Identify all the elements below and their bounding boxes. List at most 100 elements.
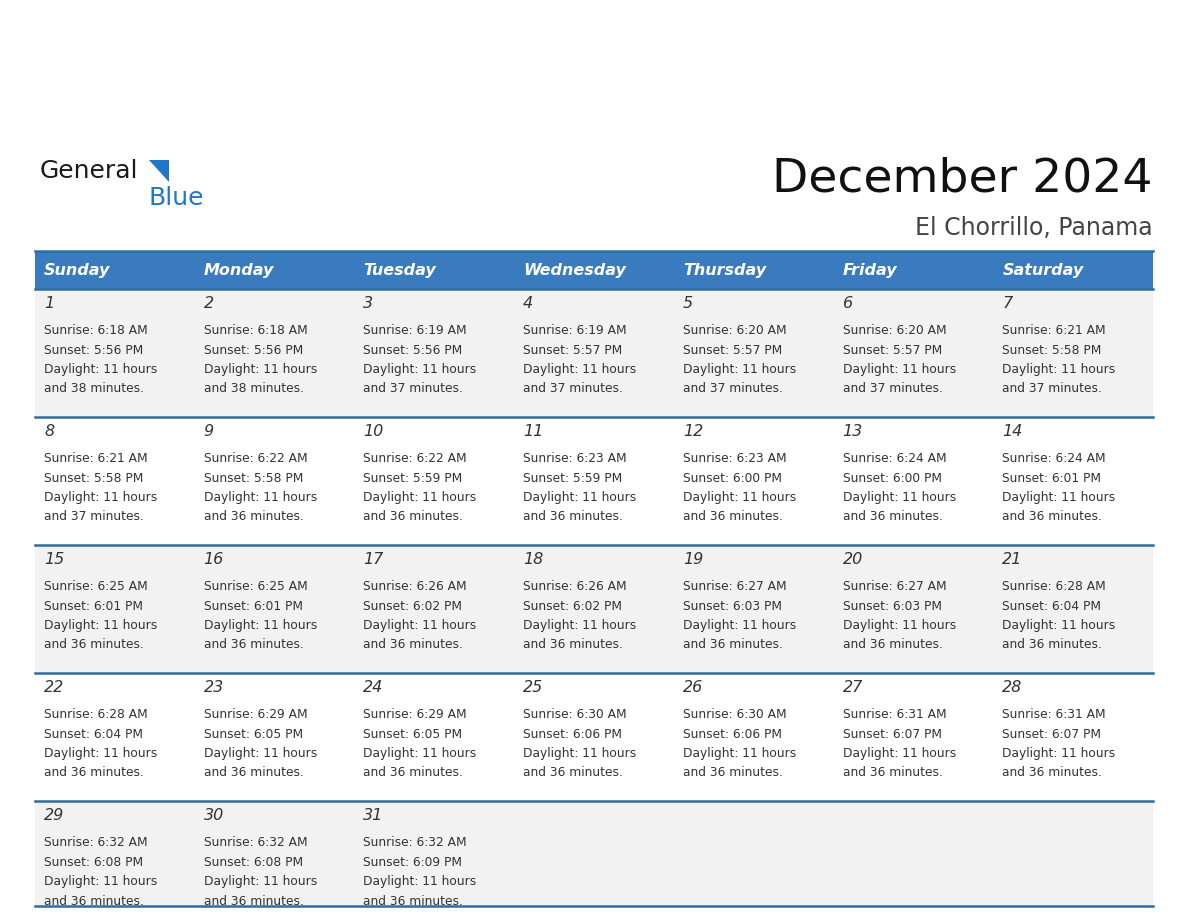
Text: Sunrise: 6:18 AM: Sunrise: 6:18 AM: [44, 324, 147, 337]
Bar: [34, 251, 195, 289]
Text: 27: 27: [842, 680, 862, 695]
Bar: [354, 545, 514, 673]
Bar: [834, 289, 993, 417]
Text: Sunrise: 6:20 AM: Sunrise: 6:20 AM: [842, 324, 946, 337]
Text: Wednesday: Wednesday: [523, 263, 626, 277]
Text: Daylight: 11 hours: Daylight: 11 hours: [44, 491, 157, 504]
Text: 28: 28: [1003, 680, 1023, 695]
Text: and 36 minutes.: and 36 minutes.: [523, 639, 623, 652]
Text: 25: 25: [523, 680, 543, 695]
Bar: [34, 673, 195, 801]
Text: 4: 4: [523, 296, 533, 311]
Text: Sunrise: 6:22 AM: Sunrise: 6:22 AM: [203, 452, 308, 465]
Text: Daylight: 11 hours: Daylight: 11 hours: [203, 619, 317, 632]
Text: Daylight: 11 hours: Daylight: 11 hours: [364, 619, 476, 632]
Text: Sunset: 5:58 PM: Sunset: 5:58 PM: [44, 472, 144, 485]
Text: and 36 minutes.: and 36 minutes.: [44, 894, 144, 908]
Polygon shape: [148, 160, 169, 182]
Text: 22: 22: [44, 680, 64, 695]
Text: Sunset: 5:56 PM: Sunset: 5:56 PM: [44, 343, 144, 356]
Text: and 36 minutes.: and 36 minutes.: [44, 639, 144, 652]
Text: Sunset: 5:59 PM: Sunset: 5:59 PM: [364, 472, 462, 485]
Text: Sunset: 5:57 PM: Sunset: 5:57 PM: [683, 343, 782, 356]
Text: and 38 minutes.: and 38 minutes.: [44, 383, 144, 396]
Bar: [993, 417, 1154, 545]
Bar: [674, 417, 834, 545]
Text: Sunrise: 6:31 AM: Sunrise: 6:31 AM: [1003, 708, 1106, 721]
Text: Sunrise: 6:26 AM: Sunrise: 6:26 AM: [364, 580, 467, 593]
Bar: [354, 801, 514, 906]
Text: and 36 minutes.: and 36 minutes.: [1003, 510, 1102, 523]
Text: Daylight: 11 hours: Daylight: 11 hours: [842, 747, 956, 760]
Text: 9: 9: [203, 424, 214, 439]
Bar: [834, 801, 993, 906]
Bar: [514, 417, 674, 545]
Text: and 36 minutes.: and 36 minutes.: [203, 767, 304, 779]
Text: Sunset: 5:57 PM: Sunset: 5:57 PM: [523, 343, 623, 356]
Text: Daylight: 11 hours: Daylight: 11 hours: [203, 363, 317, 376]
Bar: [674, 251, 834, 289]
Bar: [195, 417, 354, 545]
Bar: [993, 673, 1154, 801]
Text: Sunrise: 6:21 AM: Sunrise: 6:21 AM: [1003, 324, 1106, 337]
Text: Monday: Monday: [203, 263, 274, 277]
Text: Daylight: 11 hours: Daylight: 11 hours: [364, 363, 476, 376]
Text: Sunrise: 6:32 AM: Sunrise: 6:32 AM: [203, 836, 308, 849]
Text: Sunset: 6:03 PM: Sunset: 6:03 PM: [683, 599, 782, 612]
Bar: [354, 251, 514, 289]
Text: and 37 minutes.: and 37 minutes.: [842, 383, 942, 396]
Text: Sunset: 6:01 PM: Sunset: 6:01 PM: [203, 599, 303, 612]
Text: 19: 19: [683, 552, 703, 567]
Text: and 36 minutes.: and 36 minutes.: [683, 639, 783, 652]
Text: Daylight: 11 hours: Daylight: 11 hours: [1003, 619, 1116, 632]
Text: Sunset: 5:58 PM: Sunset: 5:58 PM: [203, 472, 303, 485]
Text: 18: 18: [523, 552, 543, 567]
Text: Daylight: 11 hours: Daylight: 11 hours: [364, 747, 476, 760]
Text: Sunset: 5:57 PM: Sunset: 5:57 PM: [842, 343, 942, 356]
Text: and 36 minutes.: and 36 minutes.: [364, 767, 463, 779]
Bar: [993, 801, 1154, 906]
Bar: [834, 251, 993, 289]
Text: Thursday: Thursday: [683, 263, 766, 277]
Text: Sunrise: 6:18 AM: Sunrise: 6:18 AM: [203, 324, 308, 337]
Text: Sunset: 6:03 PM: Sunset: 6:03 PM: [842, 599, 942, 612]
Text: Daylight: 11 hours: Daylight: 11 hours: [364, 875, 476, 888]
Text: Daylight: 11 hours: Daylight: 11 hours: [1003, 747, 1116, 760]
Bar: [674, 673, 834, 801]
Bar: [993, 289, 1154, 417]
Text: 17: 17: [364, 552, 384, 567]
Text: Sunset: 6:05 PM: Sunset: 6:05 PM: [364, 727, 462, 741]
Text: and 36 minutes.: and 36 minutes.: [364, 894, 463, 908]
Bar: [834, 545, 993, 673]
Text: Sunset: 6:01 PM: Sunset: 6:01 PM: [44, 599, 143, 612]
Text: December 2024: December 2024: [772, 156, 1154, 201]
Bar: [993, 251, 1154, 289]
Bar: [674, 289, 834, 417]
Text: 20: 20: [842, 552, 862, 567]
Text: Sunrise: 6:31 AM: Sunrise: 6:31 AM: [842, 708, 946, 721]
Bar: [34, 289, 195, 417]
Text: Daylight: 11 hours: Daylight: 11 hours: [683, 747, 796, 760]
Text: 1: 1: [44, 296, 55, 311]
Text: Sunset: 5:56 PM: Sunset: 5:56 PM: [203, 343, 303, 356]
Bar: [514, 251, 674, 289]
Text: Friday: Friday: [842, 263, 897, 277]
Text: Daylight: 11 hours: Daylight: 11 hours: [842, 491, 956, 504]
Bar: [34, 801, 195, 906]
Text: and 36 minutes.: and 36 minutes.: [203, 894, 304, 908]
Text: Daylight: 11 hours: Daylight: 11 hours: [842, 363, 956, 376]
Text: Tuesday: Tuesday: [364, 263, 436, 277]
Text: Sunrise: 6:20 AM: Sunrise: 6:20 AM: [683, 324, 786, 337]
Bar: [34, 545, 195, 673]
Text: El Chorrillo, Panama: El Chorrillo, Panama: [916, 216, 1154, 240]
Text: Sunrise: 6:24 AM: Sunrise: 6:24 AM: [1003, 452, 1106, 465]
Text: Daylight: 11 hours: Daylight: 11 hours: [44, 619, 157, 632]
Text: Sunset: 6:06 PM: Sunset: 6:06 PM: [683, 727, 782, 741]
Text: 15: 15: [44, 552, 64, 567]
Text: and 37 minutes.: and 37 minutes.: [1003, 383, 1102, 396]
Bar: [195, 673, 354, 801]
Text: Daylight: 11 hours: Daylight: 11 hours: [44, 875, 157, 888]
Text: Sunset: 6:04 PM: Sunset: 6:04 PM: [44, 727, 143, 741]
Text: 31: 31: [364, 808, 384, 823]
Text: and 37 minutes.: and 37 minutes.: [523, 383, 623, 396]
